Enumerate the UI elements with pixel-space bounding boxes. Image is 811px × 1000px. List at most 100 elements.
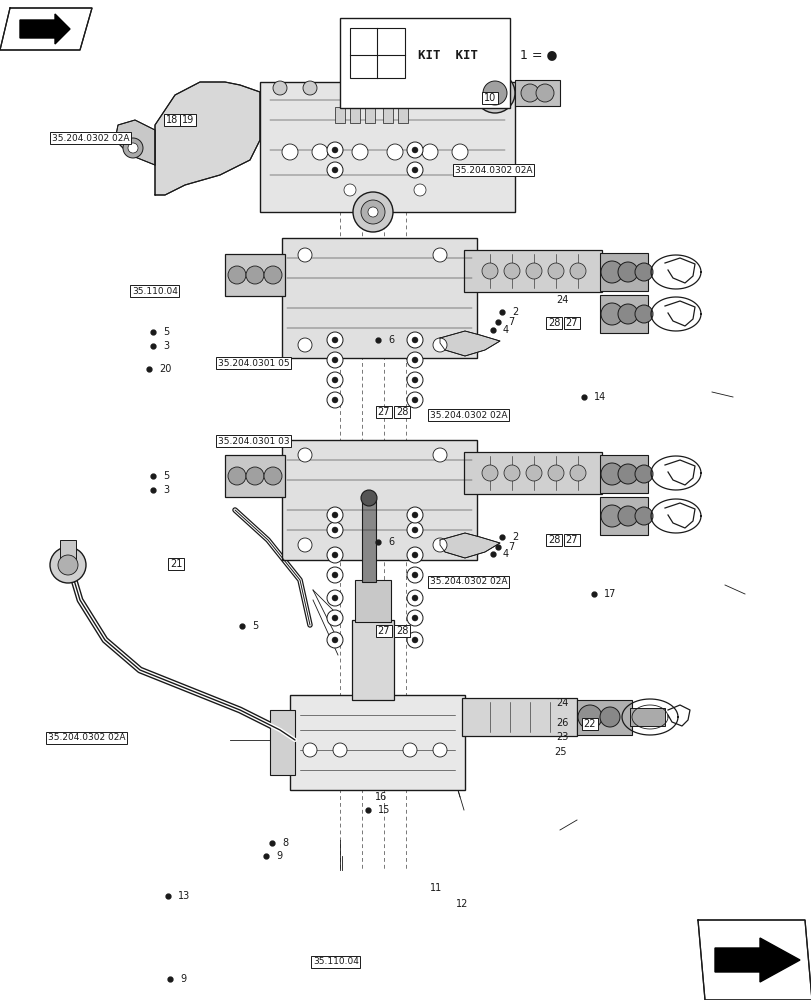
Circle shape bbox=[332, 337, 337, 343]
Bar bbox=[397, 107, 407, 123]
Circle shape bbox=[327, 522, 342, 538]
Text: 28: 28 bbox=[395, 626, 408, 636]
Circle shape bbox=[600, 303, 622, 325]
Circle shape bbox=[303, 743, 316, 757]
Circle shape bbox=[327, 372, 342, 388]
Text: 4: 4 bbox=[502, 549, 508, 559]
Circle shape bbox=[228, 266, 246, 284]
Circle shape bbox=[361, 200, 384, 224]
Bar bbox=[463, 452, 601, 494]
Text: 6: 6 bbox=[388, 335, 393, 345]
Circle shape bbox=[281, 144, 298, 160]
Bar bbox=[260, 82, 514, 212]
Circle shape bbox=[303, 81, 316, 95]
Text: 5: 5 bbox=[163, 327, 169, 337]
Circle shape bbox=[351, 144, 367, 160]
Polygon shape bbox=[714, 938, 799, 982]
Circle shape bbox=[600, 463, 622, 485]
Text: 35.204.0301 03: 35.204.0301 03 bbox=[217, 436, 290, 446]
Circle shape bbox=[272, 81, 286, 95]
Bar bbox=[340, 18, 509, 108]
Bar bbox=[350, 107, 359, 123]
Bar bbox=[354, 580, 391, 622]
Circle shape bbox=[414, 184, 426, 196]
Circle shape bbox=[483, 81, 506, 105]
Text: 26: 26 bbox=[556, 718, 568, 728]
Bar bbox=[365, 107, 375, 123]
Polygon shape bbox=[440, 331, 500, 356]
Bar bbox=[514, 80, 560, 106]
Text: 13: 13 bbox=[178, 891, 190, 901]
Polygon shape bbox=[0, 8, 92, 50]
Bar bbox=[351, 620, 393, 700]
Circle shape bbox=[372, 81, 387, 95]
Text: 1 = ●: 1 = ● bbox=[519, 49, 556, 62]
Polygon shape bbox=[20, 14, 70, 44]
Text: 35.110.04: 35.110.04 bbox=[132, 286, 178, 296]
Circle shape bbox=[411, 357, 418, 363]
Text: 35.204.0302 02A: 35.204.0302 02A bbox=[430, 410, 507, 420]
Text: 21: 21 bbox=[169, 559, 182, 569]
Circle shape bbox=[298, 448, 311, 462]
Circle shape bbox=[298, 538, 311, 552]
Bar bbox=[270, 710, 294, 775]
Circle shape bbox=[332, 167, 337, 173]
Circle shape bbox=[411, 397, 418, 403]
Circle shape bbox=[327, 632, 342, 648]
Circle shape bbox=[327, 332, 342, 348]
Text: 35.204.0302 02A: 35.204.0302 02A bbox=[430, 578, 507, 586]
Text: 2: 2 bbox=[512, 307, 517, 317]
Text: 23: 23 bbox=[556, 732, 568, 742]
Text: 28: 28 bbox=[547, 318, 560, 328]
Circle shape bbox=[411, 147, 418, 153]
Circle shape bbox=[411, 167, 418, 173]
Bar bbox=[290, 695, 465, 790]
Circle shape bbox=[264, 467, 281, 485]
Circle shape bbox=[634, 465, 652, 483]
Circle shape bbox=[504, 263, 519, 279]
Circle shape bbox=[344, 184, 355, 196]
Circle shape bbox=[504, 465, 519, 481]
Circle shape bbox=[402, 743, 417, 757]
Text: 27: 27 bbox=[377, 407, 390, 417]
Circle shape bbox=[599, 707, 620, 727]
Bar bbox=[383, 107, 393, 123]
Circle shape bbox=[411, 377, 418, 383]
Polygon shape bbox=[440, 533, 500, 558]
Circle shape bbox=[406, 372, 423, 388]
Circle shape bbox=[332, 572, 337, 578]
Text: 3: 3 bbox=[163, 341, 169, 351]
Bar bbox=[350, 28, 405, 78]
Bar bbox=[463, 250, 601, 292]
Circle shape bbox=[406, 142, 423, 158]
Circle shape bbox=[406, 352, 423, 368]
Bar bbox=[225, 254, 285, 296]
Circle shape bbox=[617, 506, 637, 526]
Circle shape bbox=[50, 547, 86, 583]
Circle shape bbox=[332, 527, 337, 533]
Text: 27: 27 bbox=[565, 318, 577, 328]
Text: 27: 27 bbox=[377, 626, 390, 636]
Text: 9: 9 bbox=[276, 851, 281, 861]
Text: 16: 16 bbox=[375, 792, 387, 802]
Circle shape bbox=[411, 552, 418, 558]
Text: 14: 14 bbox=[594, 392, 606, 402]
Text: 7: 7 bbox=[508, 317, 513, 327]
Circle shape bbox=[332, 357, 337, 363]
Text: 12: 12 bbox=[456, 899, 468, 909]
Circle shape bbox=[411, 527, 418, 533]
Circle shape bbox=[327, 142, 342, 158]
Bar bbox=[599, 295, 647, 333]
Circle shape bbox=[547, 263, 564, 279]
Circle shape bbox=[474, 73, 514, 113]
Bar bbox=[577, 700, 631, 735]
Circle shape bbox=[432, 448, 446, 462]
Circle shape bbox=[246, 266, 264, 284]
Circle shape bbox=[327, 590, 342, 606]
Text: 11: 11 bbox=[430, 883, 442, 893]
Circle shape bbox=[577, 705, 601, 729]
Text: 5: 5 bbox=[251, 621, 258, 631]
Text: 4: 4 bbox=[502, 325, 508, 335]
Circle shape bbox=[406, 522, 423, 538]
Circle shape bbox=[333, 743, 346, 757]
